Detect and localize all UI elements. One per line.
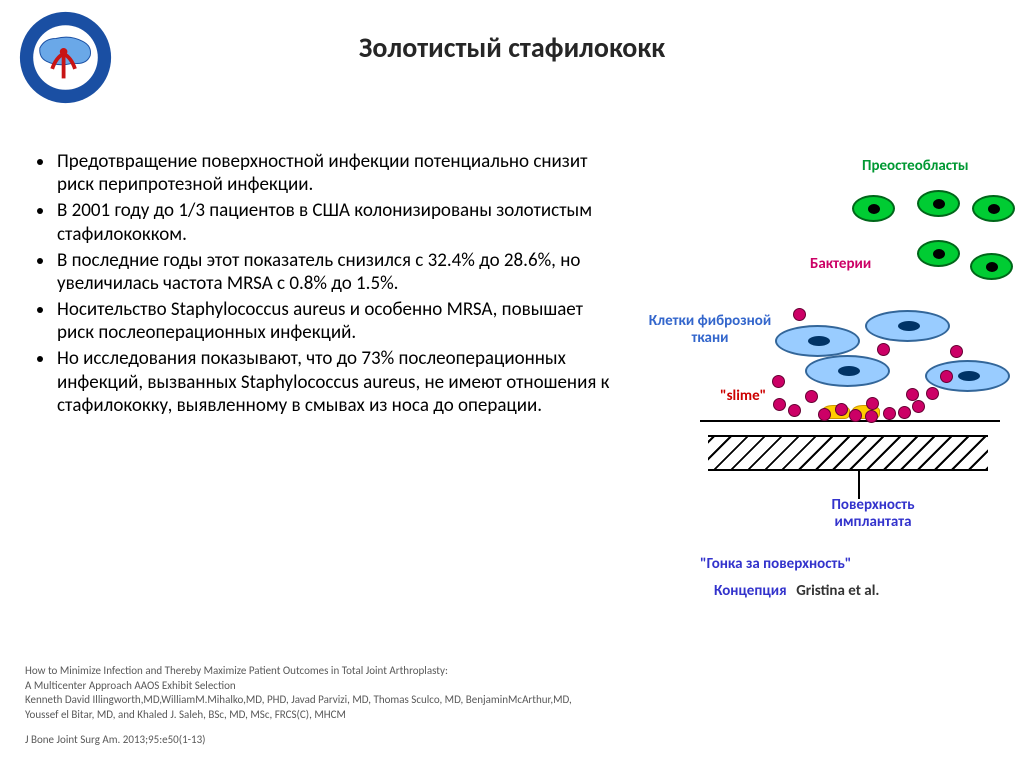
concept-diagram: Преостеобласты Бактерии Клетки фиброзной…: [630, 145, 1020, 615]
citation-block: How to Minimize Infection and Thereby Ma…: [25, 664, 805, 748]
bacterium-dot: [805, 390, 818, 403]
bullet-item: Но исследования показывают, что до 73% п…: [55, 347, 610, 417]
slide-title: Золотистый стафилококк: [0, 30, 1024, 65]
bacterium-dot: [883, 407, 896, 420]
gristina-label: Gristina et al.: [796, 582, 879, 600]
bacterium-dot: [866, 397, 879, 410]
bacterium-dot: [940, 370, 953, 383]
citation-line: A Multicenter Approach AAOS Exhibit Sele…: [25, 679, 805, 694]
bullet-list: Предотвращение поверхностной инфекции по…: [30, 150, 610, 420]
cell-nucleus: [988, 204, 1000, 214]
bullet-item: В последние годы этот показатель снизилс…: [55, 249, 610, 295]
bacterium-dot: [877, 343, 890, 356]
citation-line: Kenneth David Illingworth,MD,WilliamM.Mi…: [25, 693, 805, 708]
bacterium-dot: [772, 375, 785, 388]
cell-nucleus: [933, 249, 945, 259]
slime-label: "slime": [720, 387, 766, 405]
bacterium-dot: [849, 409, 862, 422]
bacteria-label: Бактерии: [810, 255, 871, 273]
bacterium-dot: [793, 308, 806, 321]
bullet-item: Носительство Staphylococcus aureus и осо…: [55, 298, 610, 344]
bacterium-dot: [950, 345, 963, 358]
cell-nucleus: [958, 371, 980, 381]
bacterium-dot: [926, 387, 939, 400]
citation-line: Youssef el Bitar, MD, and Khaled J. Sale…: [25, 708, 805, 723]
preosteoblasts-label: Преостеобласты: [862, 157, 969, 175]
race-label: "Гонка за поверхность": [700, 555, 851, 573]
bacterium-dot: [835, 403, 848, 416]
fibrous-label: Клетки фиброзной ткани: [645, 313, 775, 346]
cell-nucleus: [933, 199, 945, 209]
cell-nucleus: [986, 262, 998, 272]
bacterium-dot: [865, 410, 878, 423]
leader-line: [858, 471, 860, 499]
cell-nucleus: [808, 336, 830, 346]
bullet-item: Предотвращение поверхностной инфекции по…: [55, 150, 610, 196]
cell-nucleus: [868, 204, 880, 214]
citation-line: How to Minimize Infection and Thereby Ma…: [25, 664, 805, 679]
surface-line: [700, 420, 1000, 422]
bacterium-dot: [898, 406, 911, 419]
concept-label: Концепция: [714, 582, 787, 600]
cell-nucleus: [898, 321, 920, 331]
bacterium-dot: [818, 408, 831, 421]
implant-surface: [708, 435, 988, 471]
cell-nucleus: [838, 366, 860, 376]
citation-line: J Bone Joint Surg Am. 2013;95:e50(1-13): [25, 733, 805, 748]
bacterium-dot: [773, 398, 786, 411]
implant-label: Поверхность имплантата: [808, 497, 938, 530]
bullet-item: В 2001 году до 1/3 пациентов в США колон…: [55, 199, 610, 245]
bacterium-dot: [788, 404, 801, 417]
bacterium-dot: [912, 400, 925, 413]
